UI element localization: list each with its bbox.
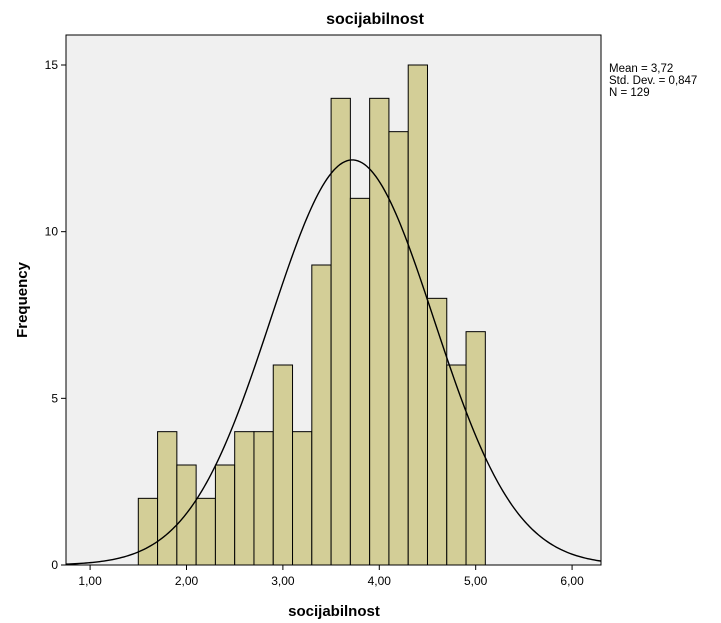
histogram-bar: [330, 97, 351, 566]
histogram-bar: [388, 131, 409, 566]
y-tick-label: 5: [51, 391, 58, 405]
histogram-bar: [369, 97, 390, 566]
stats-label: Std. Dev. = 0,847: [609, 75, 697, 87]
histogram-bar: [292, 431, 313, 566]
x-tick-label: 6,00: [560, 574, 584, 588]
histogram-bar: [272, 364, 294, 566]
y-tick-label: 10: [45, 225, 59, 239]
y-tick-label: 0: [51, 558, 58, 572]
x-tick-label: 5,00: [464, 574, 488, 588]
histogram-bar: [311, 264, 332, 566]
y-tick-label: 15: [45, 58, 59, 72]
histogram-bar: [446, 364, 467, 566]
histogram-bar: [157, 431, 178, 566]
histogram-bar: [176, 464, 197, 566]
x-tick-label: 3,00: [271, 574, 295, 588]
x-tick-label: 1,00: [78, 574, 102, 588]
x-tick-label: 4,00: [368, 574, 392, 588]
stats-label: Mean = 3,72: [609, 63, 673, 75]
histogram-bar: [349, 197, 371, 566]
histogram-bar: [195, 497, 216, 566]
histogram-bar: [137, 497, 159, 566]
stats-label: N = 129: [609, 87, 650, 99]
x-tick-label: 2,00: [175, 574, 199, 588]
plot-frame: [65, 34, 602, 566]
x-axis-title: socijabilnost: [288, 603, 380, 620]
histogram-bar: [253, 431, 274, 566]
histogram-bar: [234, 431, 255, 566]
histogram-bar: [407, 64, 428, 566]
histogram-bar: [214, 464, 236, 566]
y-axis-title: Frequency: [14, 261, 31, 338]
axis-ticks: 1,00 2,00 3,00 4,00 5,00 6,00 0 5 10 15: [45, 58, 584, 588]
histogram-bar: [465, 331, 486, 566]
histogram-bar: [426, 297, 448, 566]
chart-title: socijabilnost: [326, 11, 424, 28]
normal-curve: [65, 159, 602, 565]
